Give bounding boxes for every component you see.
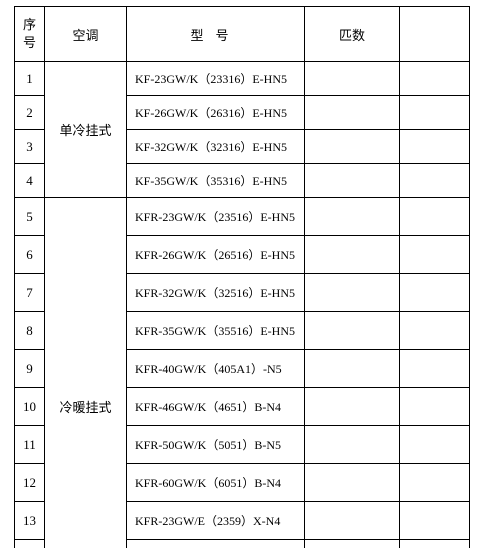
cell-model: KF-26GW/K（26316）E-HN5 (127, 96, 305, 130)
cell-blank (400, 274, 470, 312)
table-row: 1 单冷挂式 KF-23GW/K（23316）E-HN5 (15, 62, 470, 96)
cell-seq: 9 (15, 350, 45, 388)
cell-blank (400, 350, 470, 388)
cell-seq: 5 (15, 198, 45, 236)
cell-type: 冷暖挂式 (45, 198, 127, 548)
cell-model: KFR-23GW/E（2359）X-N4 (127, 502, 305, 540)
col-header-seq-l2: 号 (23, 35, 36, 50)
cell-seq: 2 (15, 96, 45, 130)
cell-blank (400, 96, 470, 130)
cell-seq: 8 (15, 312, 45, 350)
col-header-type: 空调 (45, 7, 127, 62)
ac-spec-table: 序 号 空调 型号 匹数 1 单冷挂式 KF-23GW/K（23316）E-HN… (14, 6, 470, 548)
cell-hp (305, 236, 400, 274)
cell-hp (305, 198, 400, 236)
cell-type: 单冷挂式 (45, 62, 127, 198)
cell-blank (400, 312, 470, 350)
cell-model: KFR-26GW/E（2659）X-N4 (127, 540, 305, 548)
cell-blank (400, 540, 470, 548)
cell-hp (305, 426, 400, 464)
cell-hp (305, 96, 400, 130)
cell-blank (400, 62, 470, 96)
cell-seq: 12 (15, 464, 45, 502)
cell-blank (400, 502, 470, 540)
cell-hp (305, 164, 400, 198)
document-page: 序 号 空调 型号 匹数 1 单冷挂式 KF-23GW/K（23316）E-HN… (0, 0, 500, 548)
cell-seq: 13 (15, 502, 45, 540)
cell-hp (305, 350, 400, 388)
cell-hp (305, 62, 400, 96)
cell-blank (400, 164, 470, 198)
cell-seq: 1 (15, 62, 45, 96)
cell-hp (305, 502, 400, 540)
cell-blank (400, 426, 470, 464)
cell-blank (400, 236, 470, 274)
cell-blank (400, 464, 470, 502)
cell-model: KFR-23GW/K（23516）E-HN5 (127, 198, 305, 236)
cell-model: KF-23GW/K（23316）E-HN5 (127, 62, 305, 96)
col-header-seq: 序 号 (15, 7, 45, 62)
cell-blank (400, 388, 470, 426)
cell-hp (305, 274, 400, 312)
col-header-blank (400, 7, 470, 62)
cell-model: KF-35GW/K（35316）E-HN5 (127, 164, 305, 198)
cell-seq: 10 (15, 388, 45, 426)
cell-hp (305, 464, 400, 502)
cell-blank (400, 130, 470, 164)
cell-model: KFR-60GW/K（6051）B-N4 (127, 464, 305, 502)
cell-model: KFR-26GW/K（26516）E-HN5 (127, 236, 305, 274)
cell-seq: 11 (15, 426, 45, 464)
cell-model: KFR-46GW/K（4651）B-N4 (127, 388, 305, 426)
cell-hp (305, 312, 400, 350)
cell-model: KFR-32GW/K（32516）E-HN5 (127, 274, 305, 312)
cell-hp (305, 130, 400, 164)
cell-model: KFR-40GW/K（405A1）-N5 (127, 350, 305, 388)
cell-hp (305, 540, 400, 548)
table-row: 5 冷暖挂式 KFR-23GW/K（23516）E-HN5 (15, 198, 470, 236)
cell-model: KFR-50GW/K（5051）B-N5 (127, 426, 305, 464)
cell-blank (400, 198, 470, 236)
col-header-model: 型号 (127, 7, 305, 62)
cell-seq: 7 (15, 274, 45, 312)
col-header-hp: 匹数 (305, 7, 400, 62)
cell-seq: 4 (15, 164, 45, 198)
cell-hp (305, 388, 400, 426)
cell-model: KF-32GW/K（32316）E-HN5 (127, 130, 305, 164)
cell-seq: 14 (15, 540, 45, 548)
cell-seq: 3 (15, 130, 45, 164)
cell-seq: 6 (15, 236, 45, 274)
table-header-row: 序 号 空调 型号 匹数 (15, 7, 470, 62)
cell-model: KFR-35GW/K（35516）E-HN5 (127, 312, 305, 350)
col-header-seq-l1: 序 (23, 17, 36, 32)
